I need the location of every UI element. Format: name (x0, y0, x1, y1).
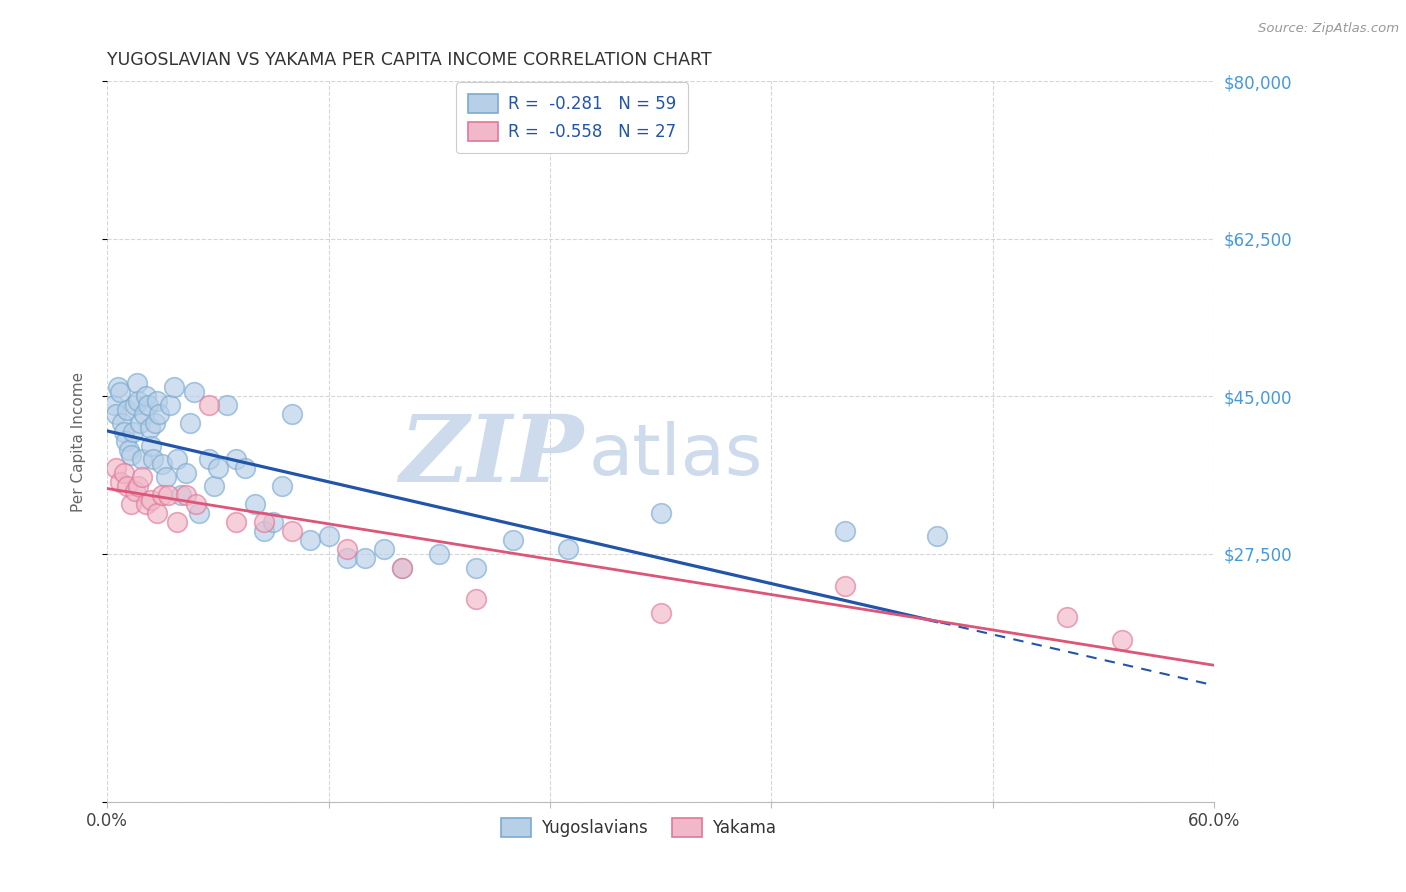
Point (834, 578, 856, 592)
Point (170, 488, 193, 502)
Y-axis label: Per Capita Income: Per Capita Income (72, 371, 86, 511)
Point (136, 399, 159, 413)
Point (354, 551, 377, 566)
Point (117, 403, 139, 417)
Point (124, 483, 146, 498)
Point (927, 529, 949, 543)
Point (184, 498, 207, 512)
Point (122, 425, 145, 440)
Point (127, 479, 149, 493)
Point (127, 393, 149, 408)
Point (152, 488, 174, 502)
Point (114, 434, 136, 449)
Point (215, 399, 238, 413)
Point (112, 425, 135, 440)
Point (138, 421, 160, 435)
Point (146, 393, 169, 408)
Point (176, 488, 198, 502)
Point (299, 533, 322, 548)
Point (225, 452, 247, 467)
Point (148, 408, 170, 422)
Point (253, 516, 276, 530)
Point (557, 542, 579, 557)
Point (280, 408, 302, 422)
Point (120, 448, 142, 462)
Point (188, 507, 211, 521)
Point (135, 389, 157, 403)
Point (152, 457, 174, 471)
Point (650, 606, 672, 620)
Point (141, 493, 163, 508)
Point (120, 498, 142, 512)
Point (336, 542, 359, 557)
Point (650, 507, 672, 521)
Point (166, 452, 188, 467)
Point (318, 529, 340, 543)
Point (465, 560, 488, 574)
Point (159, 399, 181, 413)
Point (197, 399, 219, 413)
Point (105, 408, 128, 422)
Point (834, 524, 856, 539)
Point (112, 466, 135, 480)
Point (125, 376, 148, 390)
Point (225, 516, 247, 530)
Point (183, 384, 205, 399)
Point (117, 479, 139, 493)
Point (1056, 610, 1078, 624)
Point (108, 475, 131, 489)
Point (141, 439, 163, 453)
Point (336, 551, 359, 566)
Point (131, 452, 153, 467)
Point (143, 417, 166, 431)
Point (465, 592, 488, 607)
Point (235, 461, 257, 475)
Point (155, 470, 177, 484)
Text: YUGOSLAVIAN VS YAKAMA PER CAPITA INCOME CORRELATION CHART: YUGOSLAVIAN VS YAKAMA PER CAPITA INCOME … (107, 51, 711, 69)
Point (179, 417, 201, 431)
Point (146, 507, 169, 521)
Point (197, 452, 219, 467)
Point (166, 516, 188, 530)
Point (124, 399, 146, 413)
Point (135, 498, 157, 512)
Point (156, 488, 179, 502)
Point (391, 560, 413, 574)
Point (107, 380, 129, 394)
Point (1111, 632, 1133, 647)
Text: ZIP: ZIP (399, 411, 583, 501)
Text: Source: ZipAtlas.com: Source: ZipAtlas.com (1258, 22, 1399, 36)
Point (373, 542, 395, 557)
Point (502, 533, 524, 548)
Point (253, 524, 276, 539)
Point (176, 466, 198, 480)
Point (391, 560, 413, 574)
Point (108, 384, 131, 399)
Point (111, 417, 134, 431)
Text: atlas: atlas (589, 421, 763, 491)
Point (427, 547, 450, 561)
Point (105, 461, 128, 475)
Point (129, 417, 152, 431)
Point (118, 443, 141, 458)
Point (162, 380, 184, 394)
Point (202, 479, 225, 493)
Point (243, 498, 266, 512)
Point (131, 470, 153, 484)
Point (207, 461, 229, 475)
Legend: Yugoslavians, Yakama: Yugoslavians, Yakama (494, 811, 783, 844)
Point (142, 452, 165, 467)
Point (132, 408, 155, 422)
Point (262, 516, 284, 530)
Point (271, 479, 294, 493)
Point (280, 524, 302, 539)
Point (103, 399, 125, 413)
